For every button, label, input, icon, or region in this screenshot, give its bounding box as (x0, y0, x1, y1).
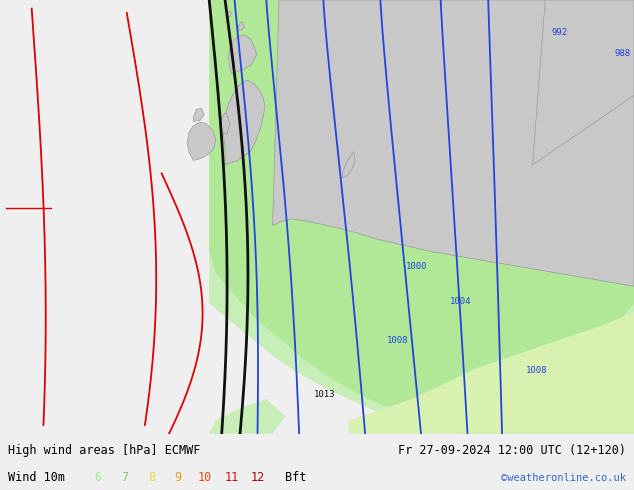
Text: 1000: 1000 (406, 262, 427, 271)
Text: Wind 10m: Wind 10m (8, 471, 65, 484)
Polygon shape (349, 312, 634, 434)
Polygon shape (342, 152, 355, 178)
Text: 11: 11 (224, 471, 238, 484)
Text: 1004: 1004 (450, 296, 472, 306)
Text: 7: 7 (121, 471, 129, 484)
Text: 1008: 1008 (526, 366, 548, 375)
Text: 988: 988 (615, 49, 631, 58)
Polygon shape (221, 113, 230, 134)
Polygon shape (223, 80, 265, 165)
Text: Fr 27-09-2024 12:00 UTC (12+120): Fr 27-09-2024 12:00 UTC (12+120) (398, 444, 626, 457)
Polygon shape (227, 11, 232, 17)
Text: 8: 8 (148, 471, 155, 484)
Text: High wind areas [hPa] ECMWF: High wind areas [hPa] ECMWF (8, 444, 200, 457)
Text: 992: 992 (552, 28, 567, 37)
Polygon shape (238, 22, 244, 30)
Text: 9: 9 (174, 471, 182, 484)
Polygon shape (209, 399, 285, 434)
Polygon shape (193, 108, 204, 122)
Polygon shape (273, 0, 634, 286)
Polygon shape (209, 0, 634, 416)
Polygon shape (209, 0, 634, 434)
Text: ©weatheronline.co.uk: ©weatheronline.co.uk (501, 472, 626, 483)
Polygon shape (187, 122, 216, 160)
Text: 10: 10 (198, 471, 212, 484)
Text: 1013: 1013 (314, 390, 335, 399)
Text: Bft: Bft (285, 471, 306, 484)
Polygon shape (533, 0, 634, 165)
Text: 1008: 1008 (387, 336, 408, 344)
Text: 6: 6 (94, 471, 102, 484)
Text: 12: 12 (251, 471, 265, 484)
Polygon shape (228, 35, 257, 74)
